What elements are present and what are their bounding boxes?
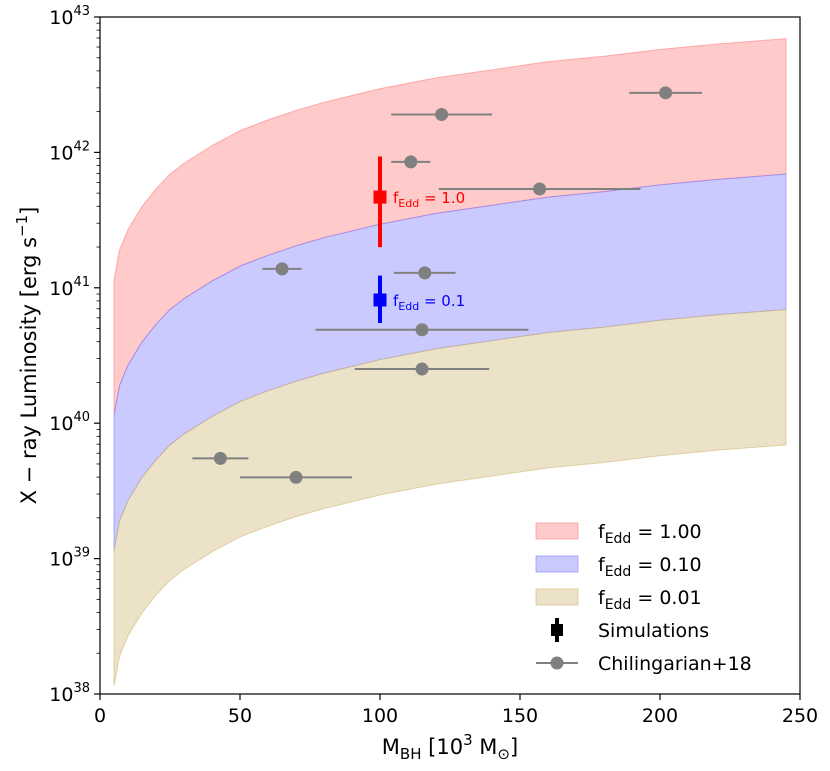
chilingarian-point-8 <box>213 451 227 465</box>
chilingarian-point-5 <box>418 266 432 280</box>
legend-swatch-4 <box>550 656 564 670</box>
y-tick-label-5: 1043 <box>49 4 90 29</box>
simulation-label-1: fEdd = 0.1 <box>393 292 465 313</box>
x-tick-label-3: 150 <box>502 705 538 727</box>
y-tick-label-2: 1040 <box>49 410 90 435</box>
x-axis-label: MBH [103 M⊙] <box>382 731 518 763</box>
y-tick-label-1: 1039 <box>49 546 90 571</box>
x-tick-label-4: 200 <box>642 705 678 727</box>
plot-frame <box>99 16 801 695</box>
band-fedd-0.01 <box>113 308 787 686</box>
y-tick-label-0: 1038 <box>49 681 90 706</box>
simulation-label-0: fEdd = 1.0 <box>393 189 465 210</box>
chilingarian-point-1 <box>435 107 449 121</box>
legend-label-2: fEdd = 0.01 <box>598 587 702 613</box>
x-tick-label-1: 50 <box>228 705 252 727</box>
legend-swatch-3 <box>551 624 563 636</box>
chilingarian-point-4 <box>275 262 289 276</box>
legend-swatch-1 <box>535 555 579 573</box>
legend-label-4: Chilingarian+18 <box>598 653 752 675</box>
simulation-point-1 <box>373 293 387 307</box>
points-layer: fEdd = 1.0 fEdd = 0.1 <box>192 86 702 484</box>
y-tick-label-4: 1042 <box>49 139 90 164</box>
chilingarian-point-3 <box>533 182 547 196</box>
legend-swatch-2 <box>535 588 579 606</box>
chilingarian-point-7 <box>415 362 429 376</box>
axes-layer: 0 50 100 150 200 250 1038 1039 1040 1041 1042 1043 M… <box>13 4 818 763</box>
chilingarian-point-6 <box>415 323 429 337</box>
x-tick-label-0: 0 <box>94 705 106 727</box>
chilingarian-point-9 <box>289 470 303 484</box>
x-tick-label-2: 100 <box>362 705 398 727</box>
legend-swatch-0 <box>535 522 579 540</box>
chilingarian-point-0 <box>659 86 673 100</box>
legend-layer: fEdd = 1.00 fEdd = 0.10 fEdd = 0.01 Simulat… <box>535 521 752 675</box>
simulation-point-0 <box>373 190 387 204</box>
legend-label-3: Simulations <box>598 620 709 642</box>
y-tick-label-3: 1041 <box>49 275 90 300</box>
legend-label-1: fEdd = 0.10 <box>598 554 702 580</box>
y-axis-label: X − ray Luminosity [erg s−1] <box>13 207 41 505</box>
x-tick-label-5: 250 <box>782 705 818 727</box>
legend-label-0: fEdd = 1.00 <box>598 521 702 547</box>
chilingarian-point-2 <box>404 155 418 169</box>
